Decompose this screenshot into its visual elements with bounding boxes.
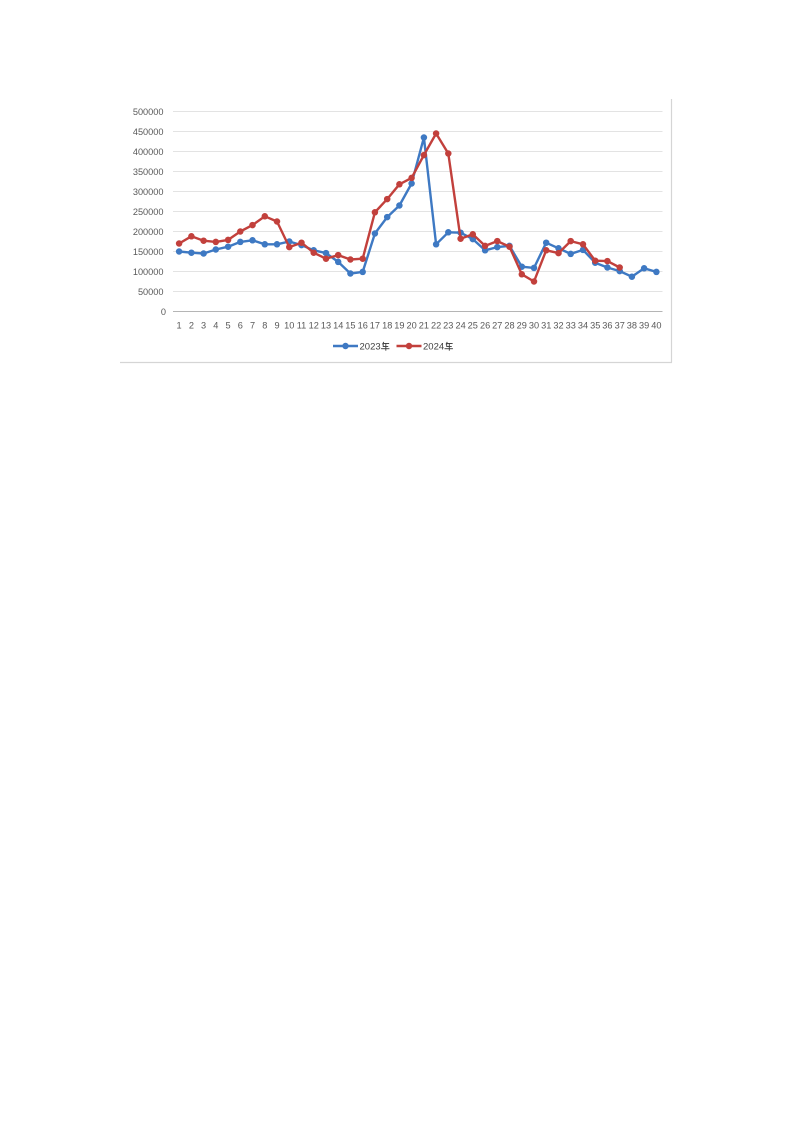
svg-text:400000: 400000 <box>133 147 164 157</box>
svg-text:150000: 150000 <box>133 247 164 257</box>
svg-text:300000: 300000 <box>133 187 164 197</box>
svg-text:20: 20 <box>406 320 416 330</box>
svg-text:27: 27 <box>492 320 502 330</box>
svg-text:22: 22 <box>431 320 441 330</box>
svg-text:250000: 250000 <box>133 207 164 217</box>
svg-text:39: 39 <box>639 320 649 330</box>
svg-text:14: 14 <box>333 320 343 330</box>
svg-text:9: 9 <box>274 320 279 330</box>
svg-text:350000: 350000 <box>133 167 164 177</box>
svg-text:6: 6 <box>238 320 243 330</box>
svg-text:5: 5 <box>226 320 231 330</box>
svg-text:21: 21 <box>419 320 429 330</box>
svg-text:31: 31 <box>541 320 551 330</box>
svg-text:4: 4 <box>213 320 218 330</box>
svg-text:26: 26 <box>480 320 490 330</box>
svg-text:1: 1 <box>177 320 182 330</box>
svg-text:3: 3 <box>201 320 206 330</box>
svg-text:500000: 500000 <box>133 107 164 117</box>
svg-text:28: 28 <box>504 320 514 330</box>
svg-text:38: 38 <box>627 320 637 330</box>
svg-text:13: 13 <box>321 320 331 330</box>
svg-text:16: 16 <box>358 320 368 330</box>
svg-text:7: 7 <box>250 320 255 330</box>
svg-text:0: 0 <box>161 307 166 317</box>
svg-text:23: 23 <box>443 320 453 330</box>
svg-text:100000: 100000 <box>133 267 164 277</box>
svg-text:24: 24 <box>455 320 465 330</box>
svg-text:50000: 50000 <box>138 287 164 297</box>
svg-text:34: 34 <box>578 320 588 330</box>
svg-text:2024: 2024 <box>423 342 444 353</box>
svg-text:35: 35 <box>590 320 600 330</box>
svg-text:2023: 2023 <box>360 342 381 353</box>
svg-text:19: 19 <box>394 320 404 330</box>
svg-text:36: 36 <box>602 320 612 330</box>
svg-text:200000: 200000 <box>133 227 164 237</box>
svg-text:11: 11 <box>297 320 307 330</box>
svg-text:37: 37 <box>615 320 625 330</box>
svg-text:40: 40 <box>651 320 661 330</box>
svg-text:10: 10 <box>284 320 294 330</box>
svg-text:2: 2 <box>189 320 194 330</box>
svg-text:33: 33 <box>566 320 576 330</box>
svg-text:18: 18 <box>382 320 392 330</box>
svg-text:450000: 450000 <box>133 127 164 137</box>
svg-text:25: 25 <box>468 320 478 330</box>
svg-text:32: 32 <box>553 320 563 330</box>
svg-text:30: 30 <box>529 320 539 330</box>
svg-text:17: 17 <box>370 320 380 330</box>
svg-text:8: 8 <box>262 320 267 330</box>
svg-text:12: 12 <box>309 320 319 330</box>
svg-text:29: 29 <box>517 320 527 330</box>
svg-text:15: 15 <box>345 320 355 330</box>
